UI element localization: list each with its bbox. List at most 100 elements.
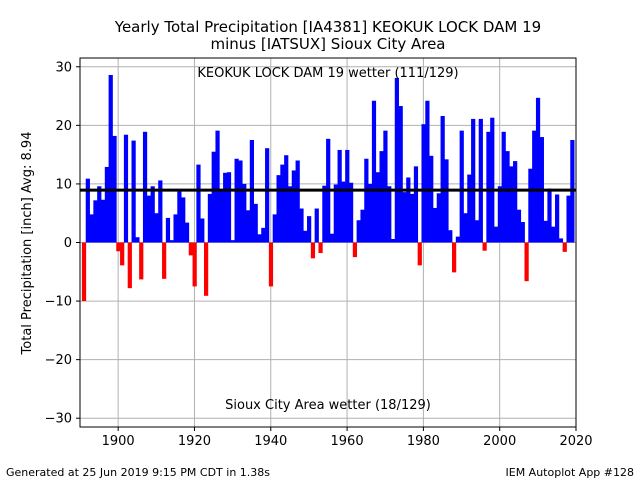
bar-1997 bbox=[486, 131, 491, 243]
bar-1954 bbox=[322, 185, 327, 243]
y-tick-label: 20 bbox=[55, 119, 72, 134]
bar-2004 bbox=[513, 161, 518, 243]
bar-1972 bbox=[390, 238, 396, 243]
bar-1903 bbox=[127, 242, 132, 289]
bar-1941 bbox=[272, 214, 277, 243]
bar-2018 bbox=[566, 195, 571, 243]
bar-1977 bbox=[410, 193, 415, 243]
bar-1913 bbox=[165, 217, 171, 243]
bar-1984 bbox=[436, 193, 441, 243]
x-tick-label: 2000 bbox=[483, 434, 516, 449]
bar-1940 bbox=[268, 242, 274, 287]
bar-1990 bbox=[459, 130, 464, 243]
bar-2001 bbox=[501, 131, 506, 243]
bar-1932 bbox=[238, 160, 243, 243]
x-axis: 1900 1920 1940 1960 1980 2000 2020 bbox=[102, 427, 593, 449]
bar-1979 bbox=[417, 242, 422, 266]
chart-title: Yearly Total Precipitation [IA4381] KEOK… bbox=[114, 18, 541, 36]
annotation-top: KEOKUK LOCK DAM 19 wetter (111/129) bbox=[197, 66, 458, 81]
bar-1962 bbox=[352, 242, 358, 258]
bar-1915 bbox=[173, 214, 178, 243]
bar-1923 bbox=[204, 242, 209, 296]
footer-app-id: IEM Autoplot App #128 bbox=[506, 466, 635, 479]
bar-1926 bbox=[215, 130, 220, 243]
bar-2013 bbox=[547, 188, 552, 243]
bar-1996 bbox=[482, 242, 487, 251]
bar-1965 bbox=[364, 158, 369, 243]
bar-1976 bbox=[406, 177, 411, 243]
bar-1994 bbox=[474, 220, 480, 243]
bar-2003 bbox=[509, 166, 514, 243]
bar-1901 bbox=[120, 242, 125, 266]
bar-1964 bbox=[360, 209, 365, 243]
bar-1978 bbox=[413, 166, 419, 243]
bar-1959 bbox=[341, 181, 346, 243]
x-tick-label: 1980 bbox=[407, 434, 440, 449]
bar-1998 bbox=[490, 117, 495, 243]
bar-1891 bbox=[81, 242, 87, 302]
bar-1981 bbox=[425, 100, 430, 243]
bar-1987 bbox=[448, 230, 453, 243]
y-axis-label: Total Precipitation [inch] Avg: 8.94 bbox=[20, 132, 35, 356]
y-tick-label: 0 bbox=[64, 236, 72, 251]
bar-1953 bbox=[318, 242, 323, 254]
bar-1934 bbox=[245, 210, 251, 243]
annotation-bottom: Sioux City Area wetter (18/129) bbox=[225, 398, 431, 413]
x-tick-label: 1960 bbox=[331, 434, 364, 449]
bar-1917 bbox=[181, 197, 186, 243]
x-tick-label: 1940 bbox=[254, 434, 287, 449]
bar-2002 bbox=[505, 151, 510, 243]
bar-1916 bbox=[177, 191, 182, 243]
bar-2005 bbox=[516, 209, 522, 243]
bar-1970 bbox=[383, 130, 388, 243]
bar-1999 bbox=[493, 226, 499, 243]
bar-1974 bbox=[398, 106, 403, 243]
bar-1910 bbox=[154, 213, 159, 243]
bar-2016 bbox=[558, 238, 564, 243]
bar-1922 bbox=[200, 218, 205, 243]
bar-1969 bbox=[379, 151, 384, 243]
bar-1909 bbox=[150, 186, 155, 243]
bar-1988 bbox=[452, 242, 457, 273]
bar-1960 bbox=[345, 149, 350, 243]
bar-2009 bbox=[532, 130, 537, 243]
bar-1892 bbox=[85, 178, 90, 243]
bar-2014 bbox=[551, 226, 556, 243]
bar-2017 bbox=[562, 242, 567, 252]
bar-1906 bbox=[139, 242, 144, 280]
bar-1986 bbox=[444, 159, 449, 243]
bar-2015 bbox=[555, 194, 560, 243]
bar-1958 bbox=[337, 149, 342, 243]
y-axis: −30 −20 −10 0 10 20 30 bbox=[45, 60, 80, 427]
bar-1995 bbox=[478, 118, 483, 243]
bar-1905 bbox=[135, 237, 140, 243]
bar-1947 bbox=[295, 160, 300, 243]
footer-generated: Generated at 25 Jun 2019 9:15 PM CDT in … bbox=[6, 466, 270, 479]
bar-1936 bbox=[253, 203, 258, 243]
bar-1920 bbox=[192, 242, 197, 287]
y-tick-label: −10 bbox=[45, 295, 72, 310]
bar-1963 bbox=[356, 220, 361, 243]
bar-1897 bbox=[104, 166, 110, 243]
bar-1937 bbox=[257, 234, 262, 243]
bar-1908 bbox=[146, 195, 151, 243]
bar-1895 bbox=[97, 186, 102, 243]
x-tick-label: 2020 bbox=[559, 434, 592, 449]
bar-1924 bbox=[207, 193, 213, 243]
bar-1900 bbox=[116, 242, 121, 252]
bar-1956 bbox=[329, 233, 335, 243]
bar-1949 bbox=[303, 230, 308, 243]
bar-1975 bbox=[402, 192, 407, 243]
bar-1946 bbox=[291, 170, 296, 243]
bar-1930 bbox=[230, 240, 235, 243]
bar-1939 bbox=[265, 148, 270, 243]
bar-1989 bbox=[455, 236, 461, 243]
bar-1912 bbox=[162, 242, 167, 279]
chart-subtitle: minus [IATSUX] Sioux City Area bbox=[210, 35, 445, 53]
bar-1914 bbox=[169, 240, 174, 243]
bar-1980 bbox=[421, 124, 426, 243]
bar-2010 bbox=[535, 97, 541, 243]
bar-1894 bbox=[93, 200, 98, 243]
bar-1938 bbox=[261, 227, 266, 243]
